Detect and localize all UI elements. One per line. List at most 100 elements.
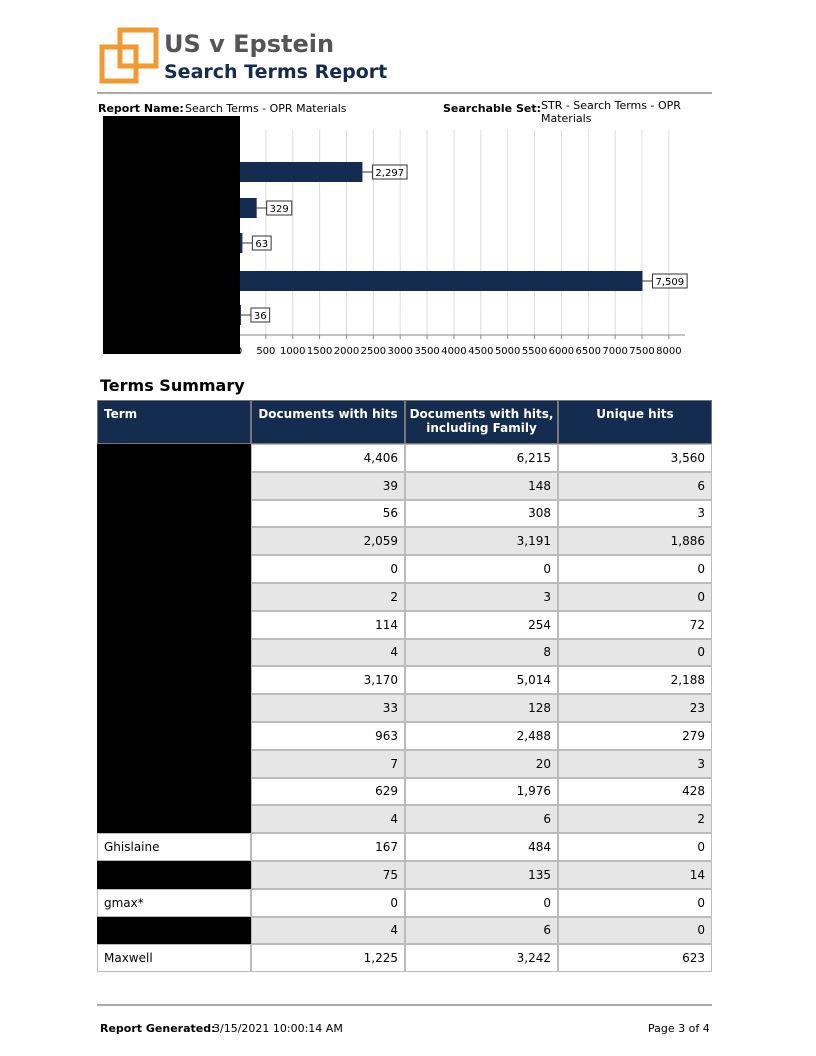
x-tick-label: 7000 — [602, 346, 627, 357]
redaction — [97, 749, 251, 778]
redaction — [97, 722, 251, 750]
title: US v Epstein — [164, 30, 335, 58]
redaction — [97, 610, 251, 639]
cell-value: 2,188 — [558, 666, 712, 695]
label: Searchable Set: — [443, 102, 541, 115]
cell-value: 135 — [405, 861, 558, 889]
cell-value: 114 — [251, 610, 405, 639]
cell-value: 279 — [558, 722, 712, 750]
term: Ghislaine — [97, 833, 251, 861]
cell-value: 7 — [251, 749, 405, 778]
redaction — [97, 777, 251, 806]
cell-value: 1,976 — [405, 777, 558, 806]
x-tick-label: 6500 — [576, 346, 601, 357]
cell-value: 254 — [405, 610, 558, 639]
x-tick-label: 500 — [256, 346, 275, 357]
bar — [239, 271, 643, 291]
x-tick-label: 3500 — [414, 346, 439, 357]
cell-value: 14 — [558, 861, 712, 889]
table-title: Terms Summary — [100, 376, 245, 395]
x-tick-label: 1500 — [307, 346, 332, 357]
cell-value: 0 — [558, 916, 712, 945]
redaction — [97, 471, 251, 500]
cell-value: 6 — [405, 805, 558, 834]
data-label: 63 — [255, 239, 268, 250]
column-header: Term — [97, 400, 251, 444]
cell-value: 2 — [558, 805, 712, 834]
cell-value: 963 — [251, 722, 405, 750]
cell-value: 4 — [251, 638, 405, 667]
cell-value: 33 — [251, 694, 405, 722]
redaction — [97, 666, 251, 695]
cell-value: 428 — [558, 777, 712, 806]
chart: 0500100015002000250030003500400045005000… — [236, 130, 688, 357]
term: gmax* — [97, 888, 251, 917]
redaction — [97, 444, 251, 472]
subtitle: Search Terms Report — [164, 61, 388, 83]
column-header: Documents with hits, including Family — [405, 400, 558, 444]
cell-value: 39 — [251, 471, 405, 500]
data-label: 7,509 — [655, 277, 684, 288]
label-box — [266, 200, 293, 216]
cell-value: 0 — [405, 888, 558, 917]
value: Search Terms - OPR Materials — [185, 102, 347, 115]
x-tick-label: 5000 — [495, 346, 520, 357]
cell-value: 3,191 — [405, 527, 558, 556]
label: Report Generated: — [100, 1022, 216, 1035]
cell-value: 0 — [558, 638, 712, 667]
cell-value: 20 — [405, 749, 558, 778]
cell-value: 167 — [251, 833, 405, 861]
data-label: 2,297 — [375, 168, 404, 179]
x-tick-label: 4000 — [441, 346, 466, 357]
term: Maxwell — [97, 944, 251, 973]
x-tick-label: 6000 — [549, 346, 574, 357]
bar — [239, 162, 363, 182]
cell-value: 148 — [405, 471, 558, 500]
cell-value: 128 — [405, 694, 558, 722]
column-header: Unique hits — [558, 400, 712, 444]
cell-value: 629 — [251, 777, 405, 806]
cell-value: 56 — [251, 499, 405, 528]
value: 3/15/2021 10:00:14 AM — [213, 1022, 343, 1035]
logo — [117, 27, 159, 69]
redaction — [97, 861, 251, 889]
cell-value: 5,014 — [405, 666, 558, 695]
x-tick-label: 2000 — [334, 346, 359, 357]
cell-value: 3,242 — [405, 944, 558, 973]
cell-value: 0 — [405, 555, 558, 583]
cell-value: 8 — [405, 638, 558, 667]
cell-value: 623 — [558, 944, 712, 973]
cell-value: 2 — [251, 583, 405, 611]
cell-value: 308 — [405, 499, 558, 528]
cell-value: 0 — [558, 888, 712, 917]
page-number: Page 3 of 4 — [648, 1022, 710, 1035]
cell-value: 4 — [251, 805, 405, 834]
redaction — [97, 638, 251, 667]
cell-value: 1,225 — [251, 944, 405, 973]
bar — [239, 198, 257, 218]
cell-value: 3,560 — [558, 444, 712, 472]
redaction — [97, 555, 251, 583]
cell-value: 484 — [405, 833, 558, 861]
cell-value: 75 — [251, 861, 405, 889]
label: Report Name: — [98, 102, 184, 115]
label-box — [251, 235, 272, 251]
redaction — [97, 527, 251, 556]
cell-value: 0 — [558, 833, 712, 861]
x-tick-label: 4500 — [468, 346, 493, 357]
column-header: Documents with hits — [251, 400, 405, 444]
cell-value: 0 — [251, 888, 405, 917]
cell-value: 2,488 — [405, 722, 558, 750]
cell-value: 1,886 — [558, 527, 712, 556]
value: STR - Search Terms - OPR Materials — [541, 99, 681, 125]
redaction — [97, 805, 251, 834]
cell-value: 0 — [558, 583, 712, 611]
x-tick-label: 5500 — [522, 346, 547, 357]
cell-value: 0 — [558, 555, 712, 583]
x-tick-label: 7500 — [629, 346, 654, 357]
cell-value: 6 — [558, 471, 712, 500]
redaction — [103, 116, 240, 354]
x-tick-label: 1000 — [280, 346, 305, 357]
label-box — [371, 164, 408, 180]
